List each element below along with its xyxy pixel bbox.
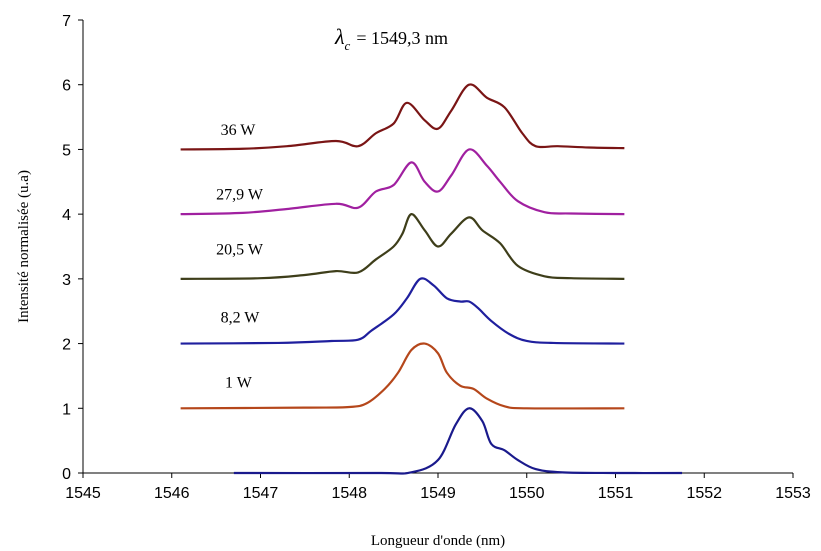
- x-tick-label: 1552: [686, 485, 722, 502]
- y-axis-title: Intensité normalisée (u.a): [16, 170, 32, 323]
- series-label: 8,2 W: [221, 310, 261, 327]
- x-tick-label: 1553: [775, 485, 811, 502]
- x-tick-label: 1548: [331, 485, 367, 502]
- axes: 0 1 2 3 4 5 6 7 1545 1546 1547 1548 1549 1550 1551 1552…: [62, 13, 811, 502]
- y-tick-label: 5: [62, 142, 71, 159]
- lambda-subscript: c: [345, 38, 351, 53]
- series-label: 1 W: [225, 374, 253, 391]
- lambda-annotation: λc = 1549,3 nm: [334, 24, 448, 53]
- y-tick-label: 7: [62, 13, 71, 30]
- series-line-3: [180, 213, 625, 280]
- series-group: [180, 83, 683, 475]
- series-line-2: [180, 277, 625, 345]
- x-tick-label: 1551: [598, 485, 634, 502]
- x-axis-title: Longueur d'onde (nm): [371, 533, 505, 549]
- y-tick-label: 4: [62, 207, 71, 224]
- series-label: 36 W: [221, 122, 257, 139]
- series-line-1: [180, 342, 625, 410]
- y-tick-label: 1: [62, 401, 71, 418]
- series-line-4: [180, 148, 625, 216]
- lambda-symbol: λ: [334, 24, 345, 49]
- labels-group: 1 W 8,2 W 20,5 W 27,9 W 36 W: [216, 122, 264, 391]
- series-line-0: [233, 407, 683, 475]
- y-tick-label: 6: [62, 78, 71, 95]
- x-tick-label: 1550: [509, 485, 545, 502]
- y-tick-label: 2: [62, 337, 71, 354]
- x-tick-label: 1547: [243, 485, 279, 502]
- x-tick-label: 1546: [154, 485, 190, 502]
- x-tick-label: 1545: [65, 485, 101, 502]
- lambda-value: = 1549,3 nm: [356, 28, 448, 48]
- series-label: 20,5 W: [216, 242, 264, 259]
- x-tick-label: 1549: [420, 485, 456, 502]
- series-label: 27,9 W: [216, 187, 264, 204]
- y-tick-label: 3: [62, 272, 71, 289]
- series-line-5: [180, 83, 625, 151]
- y-tick-label: 0: [62, 466, 71, 483]
